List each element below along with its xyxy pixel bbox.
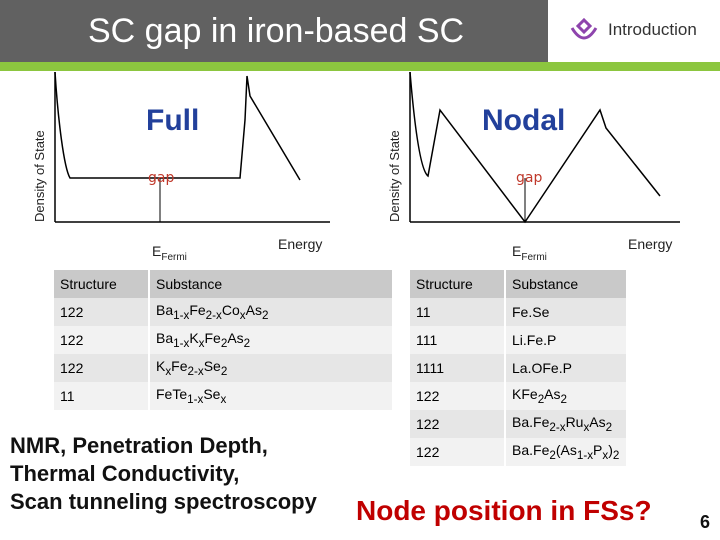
header-substance: Substance — [512, 276, 579, 292]
nodal-dos-curve — [409, 71, 661, 224]
nodal-plot-ylabel: Density of State — [387, 130, 402, 222]
nodal-xlabel: Energy — [628, 236, 673, 252]
page-title: SC gap in iron-based SC — [88, 12, 465, 50]
table-row: 122 KxFe2-xSe2 — [54, 354, 392, 382]
cell-structure: 122 — [54, 326, 150, 354]
nodal-plot-title: Nodal — [482, 104, 566, 137]
full-plot-title: Full — [146, 104, 200, 137]
full-gap-table: Structure Substance 122 Ba1-xFe2-xCoxAs2… — [54, 270, 392, 410]
nodal-gap-table: Structure Substance 11 Fe.Se 111 Li.Fe.P… — [410, 270, 626, 466]
nodal-gap-label: gap — [516, 170, 543, 186]
table-row: 122 Ba1-xFe2-xCoxAs2 — [54, 298, 392, 326]
cell-structure: 122 — [54, 354, 150, 382]
section-label: Introduction — [608, 20, 697, 39]
full-plot-ylabel: Density of State — [32, 130, 47, 222]
cell-substance: FeTe1-xSex — [156, 386, 227, 406]
method-line: NMR, Penetration Depth, — [10, 433, 268, 458]
cell-structure: 111 — [410, 326, 506, 354]
cell-substance: Fe.Se — [512, 304, 550, 320]
cell-substance: Li.Fe.P — [512, 332, 557, 348]
cell-substance: La.OFe.P — [512, 360, 572, 376]
cell-structure: 11 — [410, 298, 506, 326]
cell-structure: 122 — [410, 438, 506, 466]
table-row: 122 KFe2As2 — [410, 382, 626, 410]
header-accent-stripe — [0, 62, 720, 71]
full-efermi-label: EFermi — [152, 243, 187, 263]
cell-substance: Ba1-xFe2-xCoxAs2 — [156, 302, 269, 322]
header-substance: Substance — [156, 276, 223, 292]
table-row: 11 FeTe1-xSex — [54, 382, 392, 410]
table-row: 122 Ba.Fe2(As1-xPx)2 — [410, 438, 626, 466]
logo-icon — [570, 18, 598, 40]
method-line: Thermal Conductivity, — [10, 461, 240, 486]
cell-structure: 11 — [54, 382, 150, 410]
full-gap-label: gap — [148, 170, 175, 186]
cell-substance: Ba.Fe2(As1-xPx)2 — [512, 442, 620, 462]
nodal-efermi-label: EFermi — [512, 243, 547, 263]
table-header-row: Structure Substance — [410, 270, 626, 298]
methods-list: NMR, Penetration Depth, Thermal Conducti… — [10, 432, 317, 516]
cell-structure: 122 — [54, 298, 150, 326]
table-row: 1111 La.OFe.P — [410, 354, 626, 382]
method-line: Scan tunneling spectroscopy — [10, 489, 317, 514]
cell-substance: Ba.Fe2-xRuxAs2 — [512, 414, 613, 434]
header-structure: Structure — [410, 270, 506, 298]
table-row: 111 Li.Fe.P — [410, 326, 626, 354]
table-row: 122 Ba1-xKxFe2As2 — [54, 326, 392, 354]
full-plot-axes — [54, 72, 330, 223]
node-position-question: Node position in FSs? — [356, 495, 652, 526]
cell-structure: 122 — [410, 382, 506, 410]
header-structure: Structure — [54, 270, 150, 298]
table-row: 122 Ba.Fe2-xRuxAs2 — [410, 410, 626, 438]
cell-substance: KFe2As2 — [512, 386, 567, 406]
nodal-plot-axes — [409, 72, 680, 223]
cell-structure: 1111 — [410, 354, 506, 382]
full-xlabel: Energy — [278, 236, 323, 252]
cell-structure: 122 — [410, 410, 506, 438]
table-row: 11 Fe.Se — [410, 298, 626, 326]
table-header-row: Structure Substance — [54, 270, 392, 298]
cell-substance: KxFe2-xSe2 — [156, 358, 228, 378]
section-tab — [548, 0, 720, 62]
cell-substance: Ba1-xKxFe2As2 — [156, 330, 251, 350]
page-number: 6 — [700, 512, 711, 532]
